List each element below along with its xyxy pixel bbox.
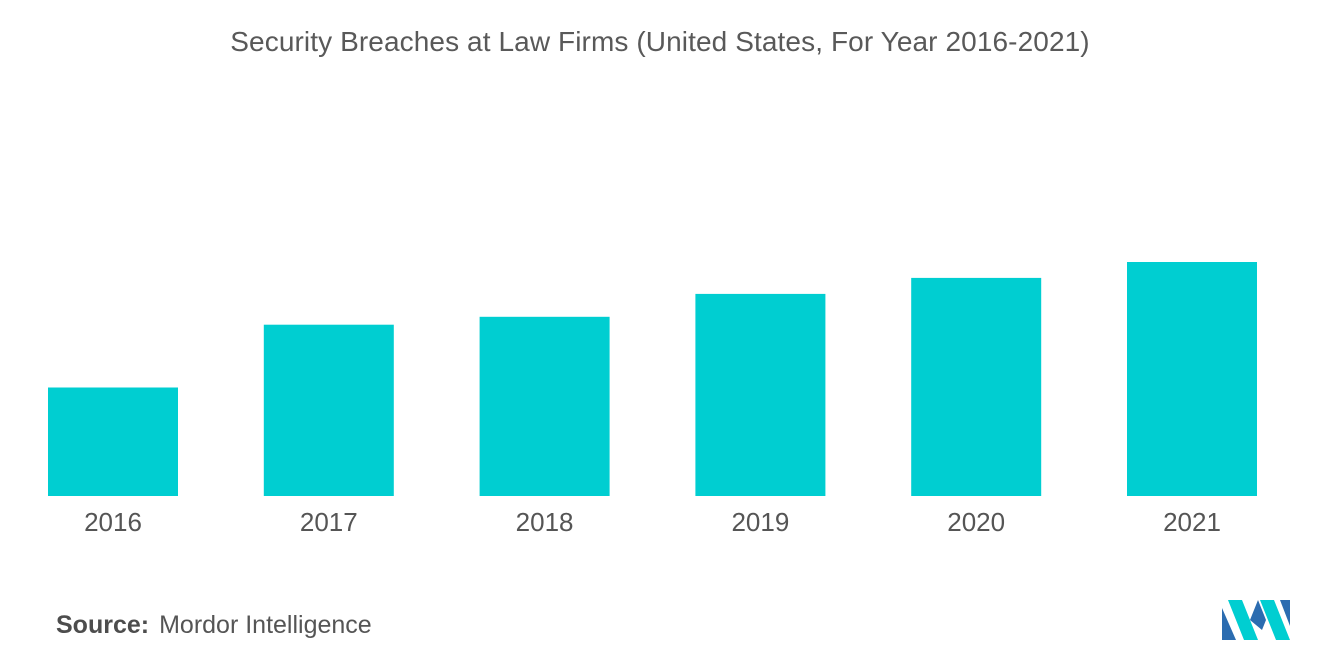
source-value: Mordor Intelligence <box>159 611 372 639</box>
x-tick-label-2018: 2018 <box>516 507 574 537</box>
x-tick-label-2021: 2021 <box>1163 507 1221 537</box>
source-note: Source: Mordor Intelligence <box>56 611 372 640</box>
source-label: Source: <box>56 611 150 639</box>
bar-2019 <box>695 293 826 496</box>
bar-2020 <box>911 277 1042 496</box>
bar-2016 <box>48 387 178 496</box>
chart-title: Security Breaches at Law Firms (United S… <box>230 26 1090 57</box>
x-tick-label-2019: 2019 <box>731 507 789 537</box>
bar-2017 <box>263 324 394 496</box>
bar-2021 <box>1127 262 1257 496</box>
bar-2018 <box>479 316 610 496</box>
x-tick-label-2016: 2016 <box>84 507 142 537</box>
bar-chart: 2016 2017 2018 2019 2020 2021 <box>48 262 1257 537</box>
x-tick-label-2017: 2017 <box>300 507 358 537</box>
x-tick-label-2020: 2020 <box>947 507 1005 537</box>
mordor-intelligence-logo-icon <box>1222 600 1290 640</box>
